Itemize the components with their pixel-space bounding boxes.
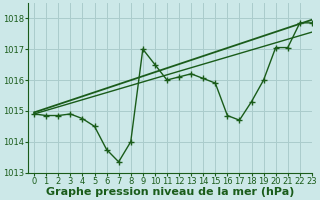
X-axis label: Graphe pression niveau de la mer (hPa): Graphe pression niveau de la mer (hPa): [46, 187, 294, 197]
